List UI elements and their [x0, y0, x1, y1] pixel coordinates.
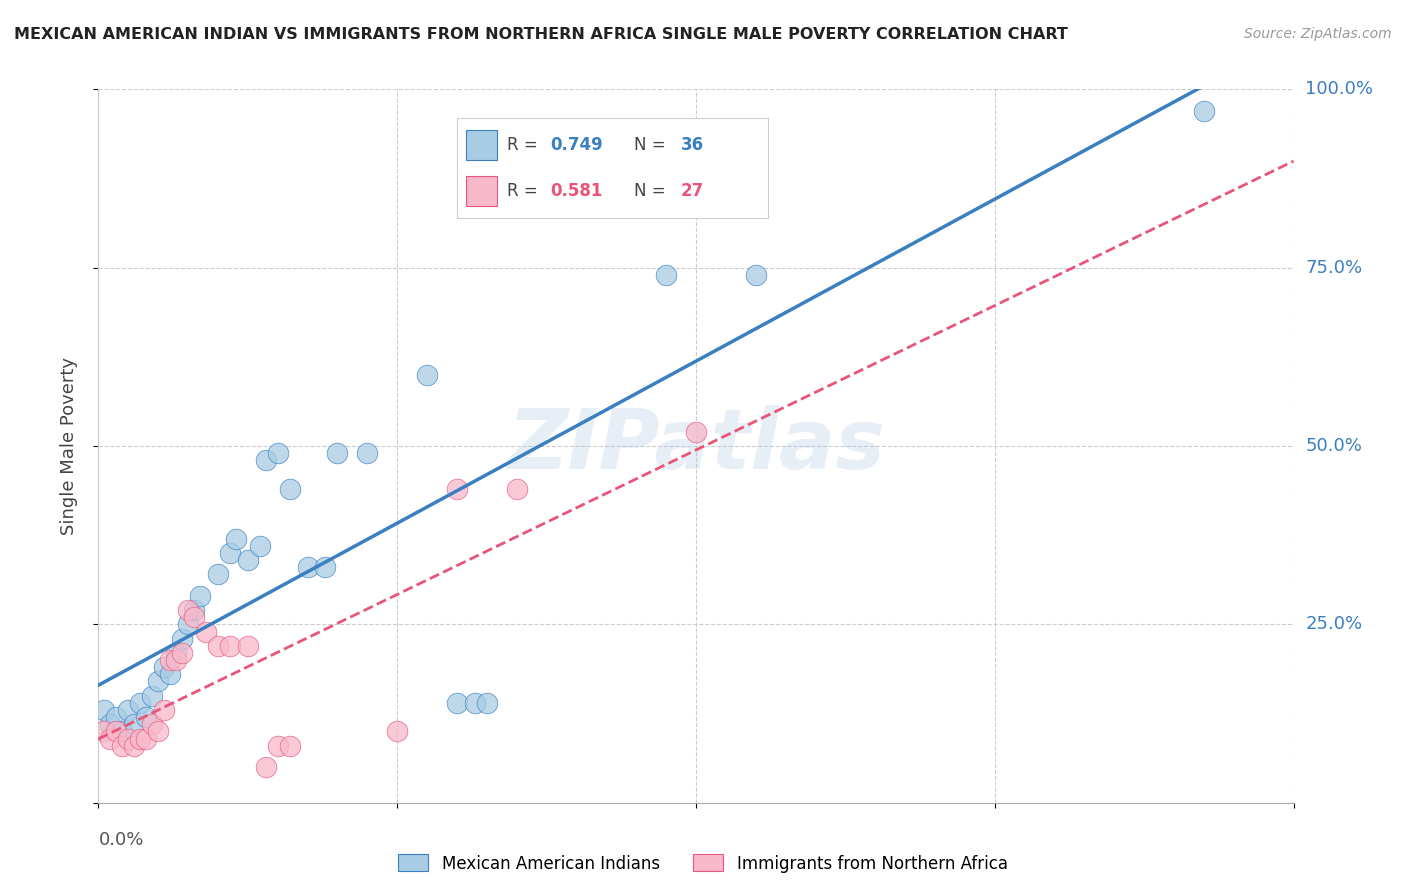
Point [183, 610, 205, 624]
Point [148, 724, 170, 739]
Text: N =: N = [634, 182, 671, 200]
Point [165, 653, 187, 667]
Point [111, 724, 134, 739]
Point [148, 674, 170, 689]
Point [93, 703, 115, 717]
Point [141, 717, 163, 731]
Text: MEXICAN AMERICAN INDIAN VS IMMIGRANTS FROM NORTHERN AFRICA SINGLE MALE POVERTY C: MEXICAN AMERICAN INDIAN VS IMMIGRANTS FR… [14, 27, 1069, 42]
Point [105, 724, 128, 739]
Text: 50.0%: 50.0% [1305, 437, 1362, 455]
Point [141, 689, 163, 703]
Point [236, 639, 259, 653]
Point [207, 567, 229, 582]
Point [225, 532, 247, 546]
Point [135, 731, 157, 746]
Point [105, 710, 128, 724]
Text: 36: 36 [681, 136, 704, 153]
Point [111, 739, 134, 753]
Point [446, 482, 468, 496]
Point [267, 446, 290, 460]
Text: 0.749: 0.749 [550, 136, 603, 153]
Point [135, 710, 157, 724]
Point [655, 268, 678, 282]
Text: Source: ZipAtlas.com: Source: ZipAtlas.com [1244, 27, 1392, 41]
Point [153, 660, 176, 674]
Point [177, 617, 200, 632]
Point [194, 624, 218, 639]
Point [129, 696, 152, 710]
Point [124, 717, 146, 731]
Point [219, 639, 242, 653]
Text: 0.581: 0.581 [550, 182, 603, 200]
Point [267, 739, 290, 753]
Point [183, 603, 205, 617]
Point [124, 739, 146, 753]
Point [249, 539, 271, 553]
Point [172, 632, 194, 646]
Point [93, 724, 115, 739]
Point [506, 482, 529, 496]
Point [159, 667, 181, 681]
Y-axis label: Single Male Poverty: Single Male Poverty [59, 357, 77, 535]
Point [745, 268, 768, 282]
Text: 25.0%: 25.0% [1305, 615, 1362, 633]
Text: 27: 27 [681, 182, 704, 200]
Point [326, 446, 349, 460]
Point [278, 482, 301, 496]
Point [685, 425, 707, 439]
Text: 0.0%: 0.0% [98, 831, 143, 849]
Point [297, 560, 319, 574]
Point [356, 446, 378, 460]
Text: N =: N = [634, 136, 671, 153]
Point [219, 546, 242, 560]
Point [98, 717, 122, 731]
Text: R =: R = [506, 136, 543, 153]
Point [159, 653, 181, 667]
Point [278, 739, 301, 753]
Point [207, 639, 229, 653]
Text: 100.0%: 100.0% [1305, 80, 1374, 98]
Point [172, 646, 194, 660]
Bar [467, 176, 498, 206]
Point [236, 553, 259, 567]
Point [416, 368, 439, 382]
Point [385, 724, 409, 739]
Point [315, 560, 337, 574]
Point [254, 760, 277, 774]
Point [165, 646, 187, 660]
Point [188, 589, 211, 603]
Point [117, 703, 139, 717]
Point [254, 453, 277, 467]
Point [177, 603, 200, 617]
Point [464, 696, 486, 710]
Text: ZIPatlas: ZIPatlas [508, 406, 884, 486]
Bar [467, 129, 498, 160]
Text: R =: R = [506, 182, 543, 200]
Point [1192, 103, 1215, 118]
Legend: Mexican American Indians, Immigrants from Northern Africa: Mexican American Indians, Immigrants fro… [392, 847, 1014, 880]
Point [446, 696, 468, 710]
Point [98, 731, 122, 746]
Text: 75.0%: 75.0% [1305, 259, 1362, 277]
Point [129, 731, 152, 746]
Point [153, 703, 176, 717]
Point [117, 731, 139, 746]
Point [475, 696, 498, 710]
